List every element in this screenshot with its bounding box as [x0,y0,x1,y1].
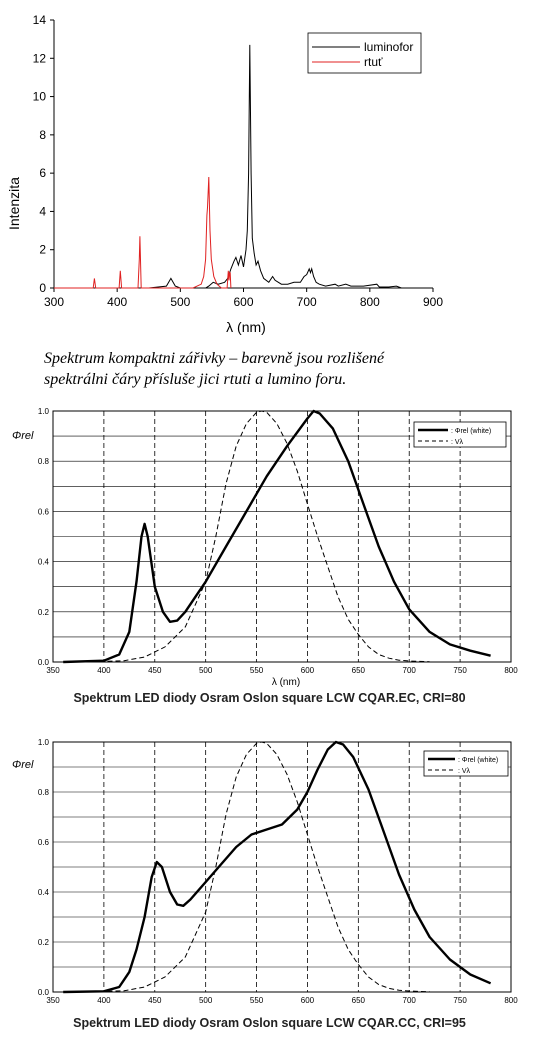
c3-y-tick-label: 0.2 [38,938,50,947]
c3-x-tick-label: 450 [148,996,162,1005]
chart2-legend-label-phi: : Φrel (white) [451,428,491,435]
c2-x-tick-label: 650 [352,666,366,675]
chart1-axes: 300 400 500 600 700 800 900 0 2 4 6 8 10 12 14 [33,13,444,309]
chart1-y-tick-label: 12 [33,51,47,65]
c3-series-phi-white [63,740,492,994]
chart1-caption: Spektrum kompaktni zářivky – barevně jso… [44,348,504,390]
chart1-legend-label-rtut: rtuť [364,55,383,69]
chart1-x-tick-label: 800 [360,295,380,309]
chart1-x-tick-label: 900 [423,295,443,309]
c2-y-tick-label: 0.0 [38,658,50,667]
c2-x-tick-label: 750 [453,666,467,675]
c2-y-tick-label: 0.2 [38,608,50,617]
chart2-grid [53,410,511,662]
chart1-x-tick-label: 400 [107,295,127,309]
c3-x-tick-label: 750 [453,996,467,1005]
c3-x-tick-label: 800 [504,996,518,1005]
c3-series-v-lambda [83,741,430,993]
c3-x-tick-label: 350 [46,996,60,1005]
chart2-y-axis-label: Φrel [12,430,34,442]
chart1-x-tick-label: 700 [297,295,317,309]
chart1-y-tick-label: 8 [39,128,46,142]
c2-x-tick-label: 600 [301,666,315,675]
c3-x-tick-label: 700 [403,996,417,1005]
chart3-legend-box [423,750,509,777]
led-cri80-spectrum-chart: 350 400 450 500 550 600 650 700 750 800 0.0 0.2 0.4 0… [12,407,518,688]
chart2-legend-box [413,421,507,448]
c3-y-tick-label: 0.8 [38,788,50,797]
c2-x-tick-label: 800 [504,666,518,675]
c2-series-phi-white [63,409,491,664]
chart1-legend-box [307,32,422,74]
chart1-y-tick-label: 10 [33,90,47,104]
c3-x-tick-label: 550 [250,996,264,1005]
chart3-axes: 350 400 450 500 550 600 650 700 750 800 0.0 0.2 0.4 0… [38,738,518,1005]
c3-y-tick-label: 0.6 [38,838,50,847]
c2-x-tick-label: 350 [46,666,60,675]
c2-y-tick-label: 1.0 [38,407,50,416]
chart3-y-axis-label: Φrel [12,759,34,771]
chart1-series [54,44,402,289]
led-cri95-spectrum-chart: 350 400 450 500 550 600 650 700 750 800 0.0 0.2 0.4 0… [12,738,518,1005]
chart1-x-axis-label: λ (nm) [226,319,266,335]
chart1-legend: luminofor rtuť [307,32,422,74]
c2-series-v-lambda [83,410,430,663]
chart1-y-tick-label: 4 [39,204,46,218]
c2-plot-frame [52,410,512,663]
c2-x-tick-label: 450 [148,666,162,675]
c3-y-tick-label: 0.0 [38,988,50,997]
c2-y-tick-label: 0.6 [38,507,50,516]
chart1-y-tick-label: 2 [39,243,46,257]
c3-x-tick-label: 500 [199,996,213,1005]
chart2-series [63,409,491,664]
chart3-legend-label-phi: : Φrel (white) [458,757,498,764]
chart3-series [63,740,492,994]
chart1-y-tick-label: 14 [33,13,47,27]
c2-x-tick-label: 550 [250,666,264,675]
chart1-legend-label-luminofor: luminofor [364,40,413,54]
chart3-legend: : Φrel (white) : Vλ [423,750,509,777]
c3-plot-frame [52,741,512,993]
chart3-caption: Spektrum LED diody Osram Oslon square LC… [73,1016,466,1030]
c2-x-tick-label: 400 [97,666,111,675]
mercury-phosphor-spectrum-chart: 300 400 500 600 700 800 900 0 2 4 6 8 10 12 14 luminof… [6,13,444,335]
chart2-legend: : Φrel (white) : Vλ [413,421,507,448]
c3-x-tick-label: 600 [301,996,315,1005]
chart1-series-rtut [54,176,232,289]
c3-x-tick-label: 400 [97,996,111,1005]
chart1-x-tick-label: 300 [44,295,64,309]
chart1-y-axis-label: Intenzita [6,177,22,230]
chart2-caption: Spektrum LED diody Osram Oslon square LC… [73,691,466,705]
c2-y-tick-label: 0.8 [38,457,50,466]
chart1-series-luminofor [148,44,402,289]
c3-y-tick-label: 0.4 [38,888,50,897]
chart1-x-tick-label: 600 [233,295,253,309]
chart1-caption-line2: spektrálni čáry přísluše jici rtuti a lu… [44,371,347,388]
c2-y-tick-label: 0.4 [38,558,50,567]
chart2-axes: 350 400 450 500 550 600 650 700 750 800 0.0 0.2 0.4 0… [38,407,518,675]
chart3-legend-label-v: : Vλ [458,768,471,775]
chart1-x-tick-label: 500 [170,295,190,309]
chart1-y-tick-label: 0 [39,281,46,295]
chart3-grid [53,741,511,992]
c2-x-tick-label: 500 [199,666,213,675]
c3-x-tick-label: 650 [352,996,366,1005]
chart2-x-axis-label: λ (nm) [272,677,300,688]
c2-x-tick-label: 700 [403,666,417,675]
c3-y-tick-label: 1.0 [38,738,50,747]
chart1-y-tick-label: 6 [39,166,46,180]
chart2-legend-label-v: : Vλ [451,439,464,446]
chart1-caption-line1: Spektrum kompaktni zářivky – barevně jso… [44,350,385,367]
